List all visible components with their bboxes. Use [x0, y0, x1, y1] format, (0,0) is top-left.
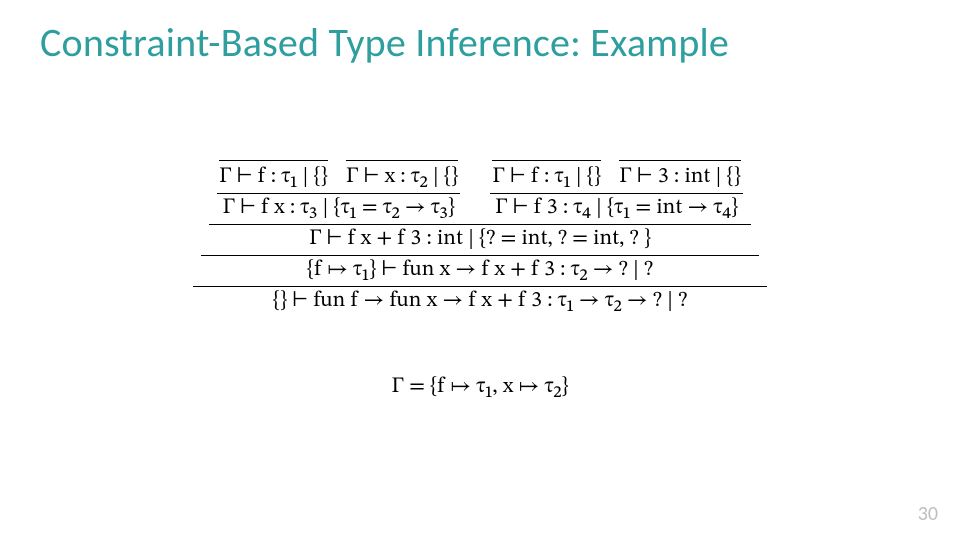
- rule-plus: Γ ⊢ f : τ₁ | {} Γ ⊢ x : τ₂ | {} Γ ⊢ f x …: [209, 160, 751, 253]
- axiom-f-right: Γ ⊢ f : τ₁ | {}: [492, 160, 601, 191]
- axiom-f-left: Γ ⊢ f : τ₁ | {}: [219, 160, 328, 191]
- conc-funx: {f ↦ τ₁} ⊢ fun x → f x + f 3 : τ₂ → ? | …: [305, 257, 655, 281]
- slide-title: Constraint-Based Type Inference: Example: [40, 18, 920, 67]
- conc-fx: Γ ⊢ f x : τ₃ | {τ₁ = τ₂ → τ₃}: [220, 195, 456, 219]
- page-number: 30: [918, 502, 938, 526]
- conc-f3: Γ ⊢ f 3 : τ₄ | {τ₁ = int → τ₄}: [493, 195, 740, 219]
- gamma-definition: Γ = {f ↦ τ₁, x ↦ τ₂}: [60, 373, 900, 401]
- axiom-3: Γ ⊢ 3 : int | {}: [619, 160, 741, 191]
- derivation-tree: Γ ⊢ f : τ₁ | {} Γ ⊢ x : τ₂ | {} Γ ⊢ f x …: [60, 160, 900, 401]
- rule-f3: Γ ⊢ f : τ₁ | {} Γ ⊢ 3 : int | {} Γ ⊢ f 3…: [490, 160, 743, 222]
- axiom-x: Γ ⊢ x : τ₂ | {}: [346, 160, 458, 191]
- rule-funf: Γ ⊢ f : τ₁ | {} Γ ⊢ x : τ₂ | {} Γ ⊢ f x …: [193, 160, 767, 315]
- rule-fx: Γ ⊢ f : τ₁ | {} Γ ⊢ x : τ₂ | {} Γ ⊢ f x …: [217, 160, 460, 222]
- conc-funf: {} ⊢ fun f → fun x → f x + f 3 : τ₁ → τ₂…: [271, 288, 689, 312]
- rule-funx: Γ ⊢ f : τ₁ | {} Γ ⊢ x : τ₂ | {} Γ ⊢ f x …: [201, 160, 759, 284]
- conc-plus: Γ ⊢ f x + f 3 : int | {? = int, ? = int,…: [307, 226, 653, 250]
